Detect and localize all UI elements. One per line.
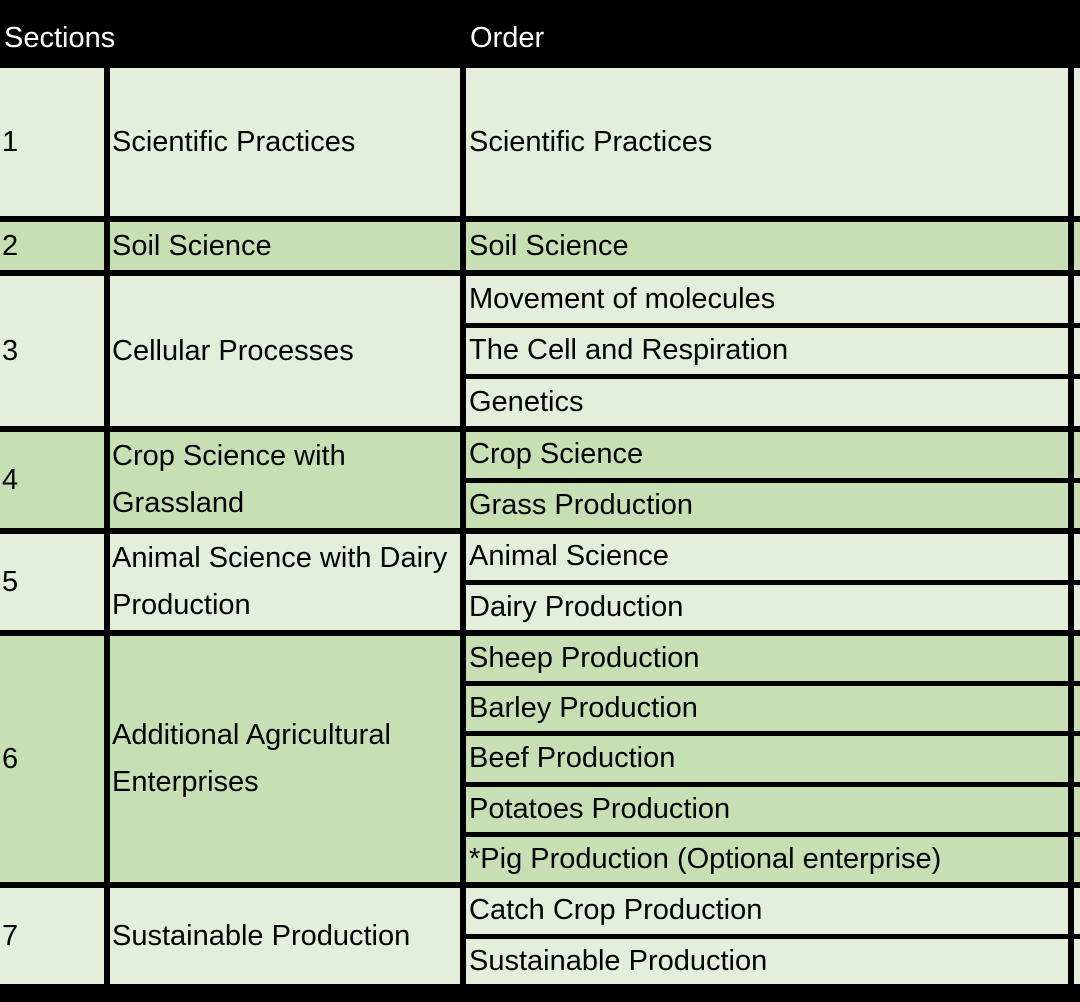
header-sections: Sections <box>4 21 116 54</box>
next-column-edge <box>1074 68 1080 216</box>
next-column-edge <box>1074 482 1080 528</box>
order-item: Dairy Production <box>466 584 1068 630</box>
order-item: Catch Crop Production <box>466 888 1068 934</box>
section-number: 6 <box>0 636 104 882</box>
order-item: Potatoes Production <box>466 786 1068 832</box>
next-column-edge <box>1074 938 1080 984</box>
section-name: Sustainable Production <box>110 888 460 984</box>
next-column-edge <box>1074 786 1080 832</box>
section-number: 3 <box>0 276 104 426</box>
section-number: 2 <box>0 222 104 270</box>
next-column-edge <box>1074 736 1080 782</box>
order-item: Genetics <box>466 379 1068 426</box>
order-item: The Cell and Respiration <box>466 327 1068 375</box>
section-number: 1 <box>0 68 104 216</box>
section-number: 5 <box>0 534 104 630</box>
next-column-edge <box>1074 327 1080 375</box>
order-item: Grass Production <box>466 482 1068 528</box>
section-name: Cellular Processes <box>110 276 460 426</box>
section-name: Animal Science with Dairy Production <box>110 534 460 630</box>
order-item: Sheep Production <box>466 636 1068 682</box>
order-item: Beef Production <box>466 736 1068 782</box>
next-column-edge <box>1074 379 1080 426</box>
section-name: Crop Science with Grassland <box>110 432 460 528</box>
order-item: Movement of molecules <box>466 276 1068 323</box>
next-column-edge <box>1074 836 1080 882</box>
order-item: Scientific Practices <box>466 68 1068 216</box>
next-column-edge <box>1074 888 1080 934</box>
order-item: Soil Science <box>466 222 1068 270</box>
order-item: Animal Science <box>466 534 1068 580</box>
next-column-edge <box>1074 276 1080 323</box>
order-item: Barley Production <box>466 686 1068 732</box>
order-item: *Pig Production (Optional enterprise) <box>466 836 1068 882</box>
next-column-edge <box>1074 636 1080 682</box>
section-name: Additional Agricultural Enterprises <box>110 636 460 882</box>
section-name: Scientific Practices <box>110 68 460 216</box>
section-number: 7 <box>0 888 104 984</box>
header-order: Order <box>470 21 545 54</box>
next-column-edge <box>1074 686 1080 732</box>
next-column-edge <box>1074 432 1080 478</box>
next-column-edge <box>1074 534 1080 580</box>
order-item: Crop Science <box>466 432 1068 478</box>
next-column-edge <box>1074 584 1080 630</box>
section-number: 4 <box>0 432 104 528</box>
order-item: Sustainable Production <box>466 938 1068 984</box>
next-column-edge <box>1074 222 1080 270</box>
section-name: Soil Science <box>110 222 460 270</box>
